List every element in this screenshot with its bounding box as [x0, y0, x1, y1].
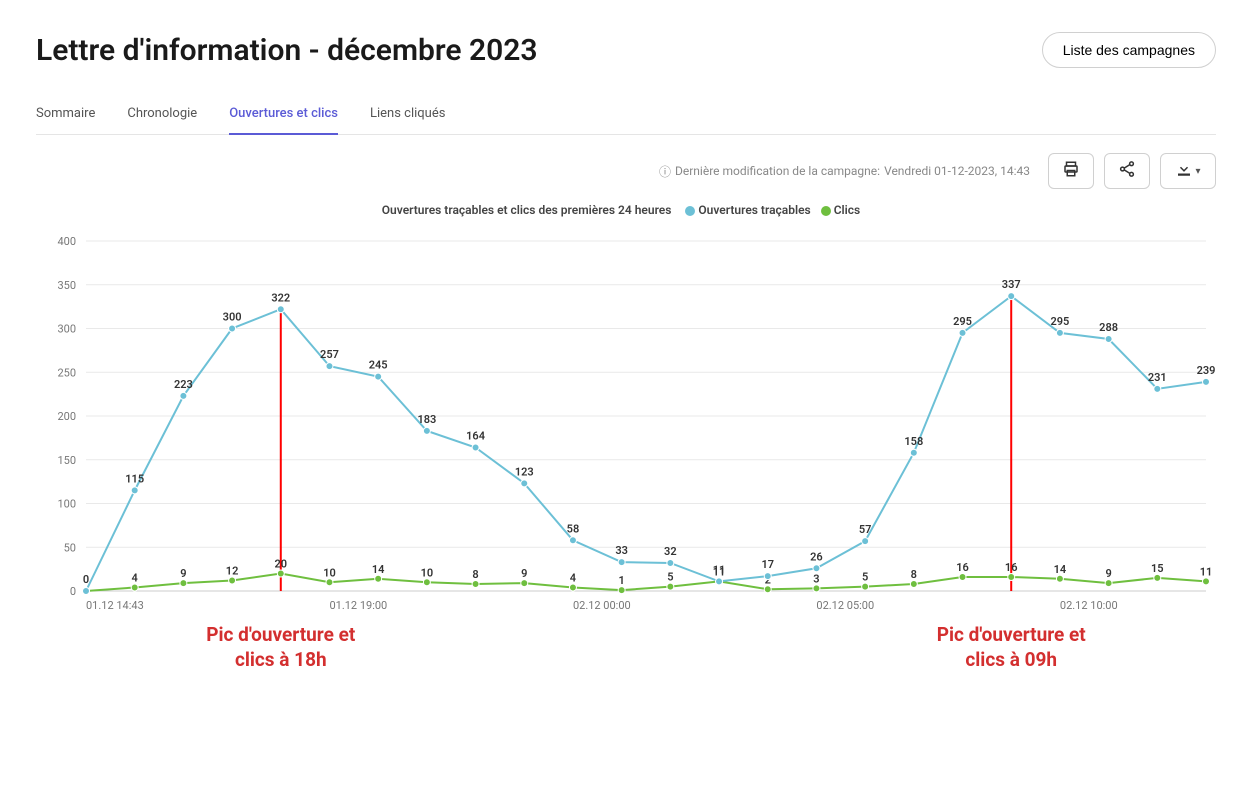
svg-text:16: 16	[1005, 561, 1018, 574]
svg-text:1: 1	[619, 574, 625, 587]
svg-text:16: 16	[956, 561, 969, 574]
tabs-bar: Sommaire Chronologie Ouvertures et clics Li…	[36, 96, 1216, 135]
svg-text:295: 295	[953, 315, 972, 328]
svg-text:257: 257	[320, 348, 339, 361]
svg-text:58: 58	[567, 522, 580, 535]
svg-text:15: 15	[1151, 562, 1164, 575]
svg-text:32: 32	[664, 545, 677, 558]
svg-text:5: 5	[862, 571, 868, 584]
svg-text:295: 295	[1050, 315, 1069, 328]
svg-text:231: 231	[1148, 371, 1167, 384]
svg-text:10: 10	[323, 566, 336, 579]
svg-text:250: 250	[57, 366, 76, 379]
svg-text:288: 288	[1099, 321, 1118, 334]
svg-text:239: 239	[1197, 364, 1216, 377]
tab-sommaire[interactable]: Sommaire	[36, 96, 95, 135]
print-icon	[1062, 160, 1080, 183]
share-button[interactable]	[1104, 153, 1150, 189]
svg-text:0: 0	[83, 573, 89, 586]
legend-swatch-clics	[821, 206, 831, 216]
svg-text:4: 4	[132, 572, 138, 585]
svg-text:14: 14	[372, 563, 385, 576]
page-title: Lettre d'information - décembre 2023	[36, 33, 538, 68]
svg-text:17: 17	[761, 558, 774, 571]
campaigns-list-button[interactable]: Liste des campagnes	[1042, 32, 1216, 68]
last-modified-value: Vendredi 01-12-2023, 14:43	[884, 164, 1030, 178]
svg-text:400: 400	[57, 235, 76, 248]
svg-text:57: 57	[859, 523, 872, 536]
svg-text:115: 115	[125, 472, 144, 485]
legend-label-ouvertures: Ouvertures traçables	[695, 203, 810, 217]
legend-swatch-ouvertures	[685, 206, 695, 216]
svg-text:02.12 05:00: 02.12 05:00	[816, 599, 874, 612]
svg-text:12: 12	[226, 565, 239, 578]
svg-text:14: 14	[1054, 563, 1067, 576]
chevron-down-icon: ▾	[1195, 166, 1200, 177]
svg-text:150: 150	[57, 454, 76, 467]
chart-legend: Ouvertures traçables et clics des premiè…	[36, 203, 1216, 217]
svg-text:9: 9	[180, 567, 186, 580]
chart-title: Ouvertures traçables et clics des premiè…	[382, 203, 672, 217]
svg-text:158: 158	[904, 435, 923, 448]
svg-text:26: 26	[810, 550, 823, 563]
svg-text:9: 9	[1105, 567, 1111, 580]
svg-text:0: 0	[70, 585, 76, 598]
svg-text:200: 200	[57, 410, 76, 423]
download-icon	[1175, 160, 1193, 183]
svg-text:01.12 14:43: 01.12 14:43	[86, 599, 144, 612]
svg-text:350: 350	[57, 279, 76, 292]
svg-text:300: 300	[223, 311, 242, 324]
info-icon: ⓘ	[659, 163, 671, 180]
last-modified-text: ⓘ Dernière modification de la campagne: …	[659, 163, 1030, 180]
svg-text:8: 8	[911, 568, 917, 581]
legend-label-clics: Clics	[831, 203, 861, 217]
tab-ouvertures[interactable]: Ouvertures et clics	[229, 96, 338, 135]
svg-text:11: 11	[713, 563, 726, 576]
tab-liens[interactable]: Liens cliqués	[370, 96, 445, 135]
svg-text:123: 123	[515, 465, 534, 478]
svg-text:10: 10	[421, 566, 434, 579]
svg-text:5: 5	[667, 571, 673, 584]
download-button[interactable]: ▾	[1160, 153, 1216, 189]
svg-text:100: 100	[57, 498, 76, 511]
svg-text:164: 164	[466, 430, 485, 443]
svg-text:20: 20	[274, 558, 287, 571]
svg-text:245: 245	[369, 359, 388, 372]
svg-text:223: 223	[174, 378, 193, 391]
svg-text:9: 9	[521, 567, 527, 580]
svg-text:4: 4	[570, 572, 576, 585]
svg-text:183: 183	[417, 413, 436, 426]
svg-text:8: 8	[472, 568, 478, 581]
chart-container: 05010015020025030035040001.12 14:4301.12…	[36, 221, 1216, 641]
share-icon	[1118, 160, 1136, 183]
svg-text:01.12 19:00: 01.12 19:00	[329, 599, 387, 612]
last-modified-label: Dernière modification de la campagne:	[675, 164, 880, 178]
svg-text:02.12 10:00: 02.12 10:00	[1060, 599, 1118, 612]
svg-text:3: 3	[813, 572, 819, 585]
svg-text:33: 33	[615, 544, 628, 557]
svg-text:337: 337	[1002, 278, 1021, 291]
svg-text:300: 300	[57, 323, 76, 336]
svg-text:322: 322	[271, 291, 290, 304]
svg-text:11: 11	[1200, 565, 1213, 578]
tab-chronologie[interactable]: Chronologie	[127, 96, 197, 135]
print-button[interactable]	[1048, 153, 1094, 189]
svg-text:50: 50	[64, 541, 76, 554]
line-chart: 05010015020025030035040001.12 14:4301.12…	[36, 221, 1216, 641]
svg-text:02.12 00:00: 02.12 00:00	[573, 599, 631, 612]
